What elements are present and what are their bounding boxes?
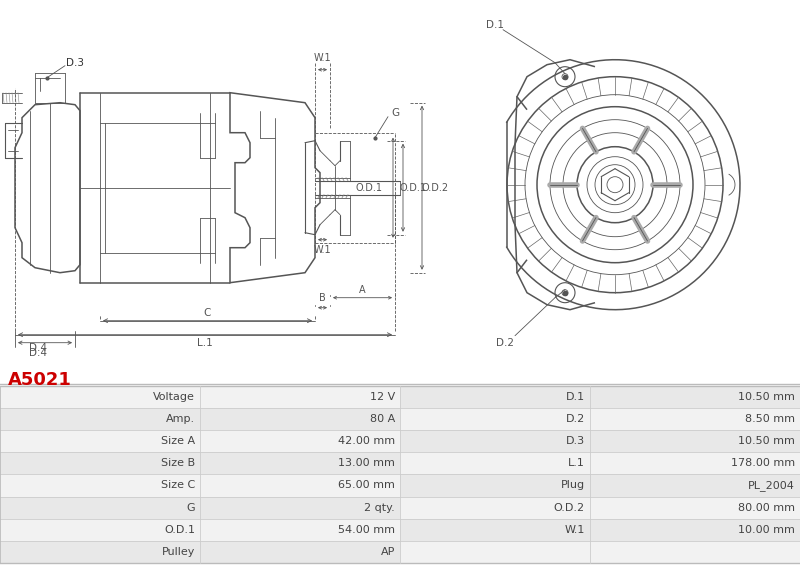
Text: G: G: [186, 503, 195, 513]
Text: O.D.1: O.D.1: [399, 183, 426, 193]
Text: 10.50 mm: 10.50 mm: [738, 392, 795, 402]
Text: Pulley: Pulley: [162, 547, 195, 557]
Text: Size A: Size A: [161, 436, 195, 446]
Text: AP: AP: [381, 547, 395, 557]
Text: G: G: [391, 108, 399, 118]
Text: 80 A: 80 A: [370, 414, 395, 424]
Text: D.2: D.2: [566, 414, 585, 424]
Text: 80.00 mm: 80.00 mm: [738, 503, 795, 513]
Text: W.1: W.1: [313, 244, 331, 255]
Text: D.3: D.3: [566, 436, 585, 446]
Text: Size C: Size C: [161, 481, 195, 491]
Text: B: B: [318, 293, 326, 303]
Bar: [400, 386, 800, 408]
Text: O.D.1: O.D.1: [164, 525, 195, 535]
Bar: [0, 452, 400, 474]
Text: C: C: [203, 308, 210, 318]
Text: 13.00 mm: 13.00 mm: [338, 459, 395, 469]
Bar: [0, 496, 400, 519]
Text: Amp.: Amp.: [166, 414, 195, 424]
Bar: [400, 541, 800, 563]
Text: D.4: D.4: [29, 343, 47, 353]
Text: Voltage: Voltage: [153, 392, 195, 402]
Bar: [400, 408, 800, 430]
Bar: [0, 386, 400, 408]
Text: 10.50 mm: 10.50 mm: [738, 436, 795, 446]
Bar: [400, 474, 800, 496]
Text: O.D.2: O.D.2: [422, 183, 449, 193]
Bar: [0, 541, 400, 563]
Text: L.1: L.1: [197, 338, 213, 347]
Text: D.3: D.3: [66, 58, 84, 68]
Bar: [0, 430, 400, 452]
Bar: [0, 474, 400, 496]
Text: Size B: Size B: [161, 459, 195, 469]
Text: D.4: D.4: [29, 347, 47, 358]
Text: A: A: [358, 285, 366, 294]
Text: W.1: W.1: [565, 525, 585, 535]
Text: D.1: D.1: [486, 20, 504, 30]
Bar: [0, 519, 400, 541]
Bar: [400, 519, 800, 541]
Text: 2 qty.: 2 qty.: [364, 503, 395, 513]
Bar: [400, 496, 800, 519]
Text: O.D.2: O.D.2: [554, 503, 585, 513]
Bar: [0, 408, 400, 430]
Text: 178.00 mm: 178.00 mm: [731, 459, 795, 469]
Text: O.D.1: O.D.1: [355, 183, 382, 193]
Text: PL_2004: PL_2004: [748, 480, 795, 491]
Text: 42.00 mm: 42.00 mm: [338, 436, 395, 446]
Text: A5021: A5021: [8, 371, 72, 389]
Text: W.1: W.1: [313, 53, 331, 63]
Text: Plug: Plug: [561, 481, 585, 491]
Text: 65.00 mm: 65.00 mm: [338, 481, 395, 491]
Text: 54.00 mm: 54.00 mm: [338, 525, 395, 535]
Text: 10.00 mm: 10.00 mm: [738, 525, 795, 535]
Text: D.2: D.2: [496, 338, 514, 347]
Bar: [400, 430, 800, 452]
Text: L.1: L.1: [568, 459, 585, 469]
Text: 8.50 mm: 8.50 mm: [745, 414, 795, 424]
Text: 12 V: 12 V: [370, 392, 395, 402]
Text: D.1: D.1: [566, 392, 585, 402]
Bar: [400, 452, 800, 474]
